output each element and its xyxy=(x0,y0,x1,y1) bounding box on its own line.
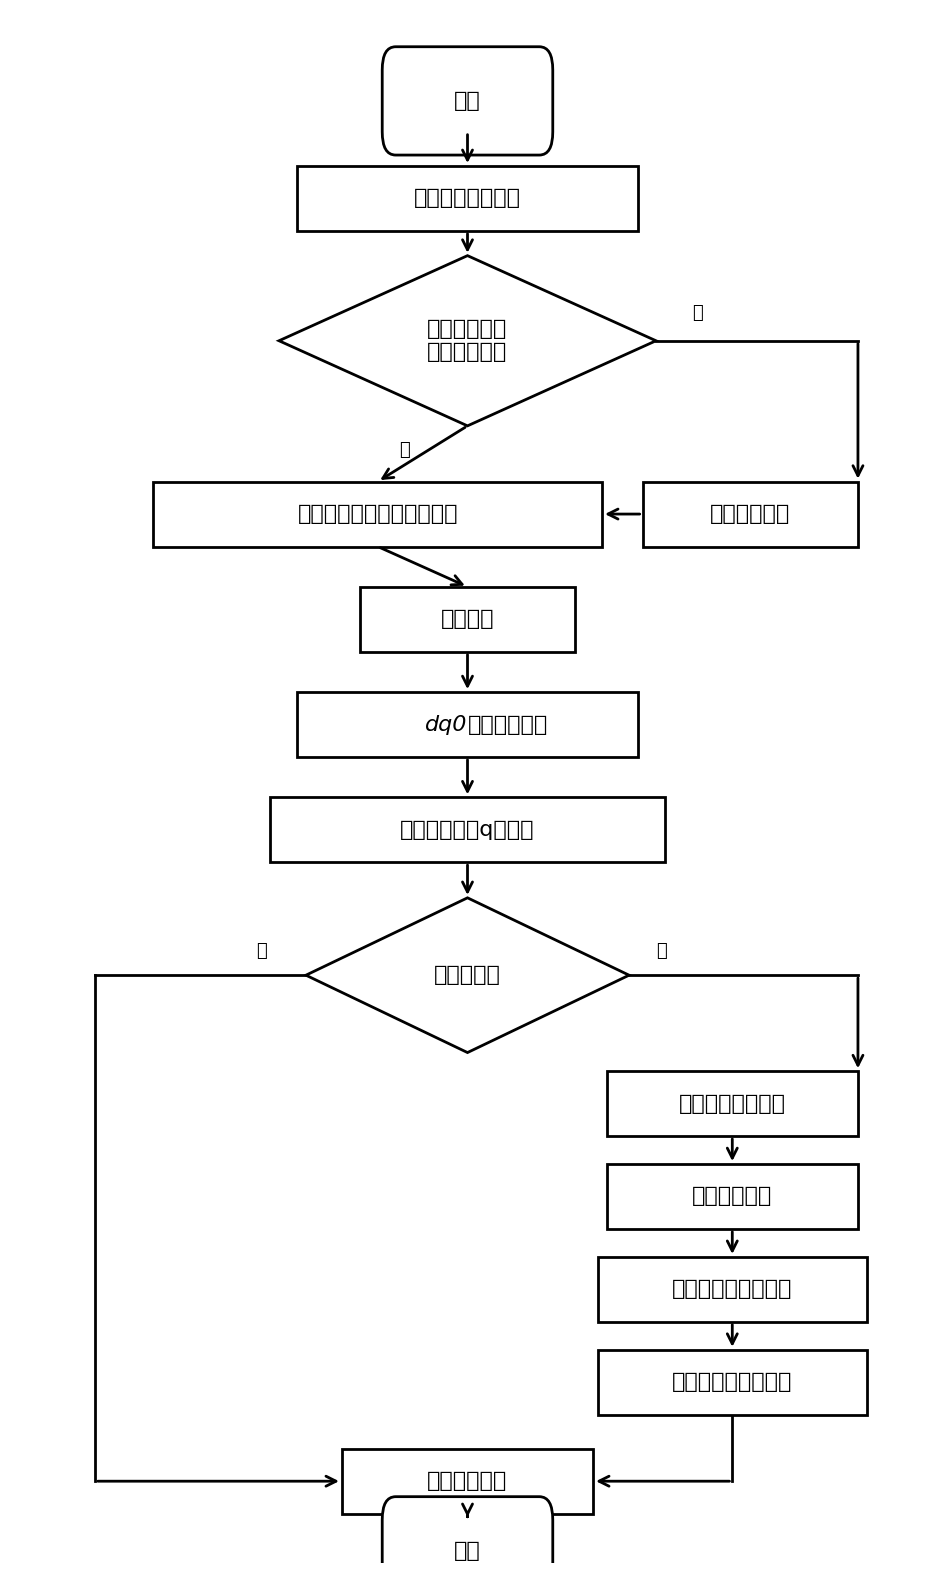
Bar xyxy=(297,692,638,756)
Text: 三相反电动势: 三相反电动势 xyxy=(468,715,548,734)
Bar xyxy=(153,482,602,546)
Bar xyxy=(642,482,858,546)
Text: 否: 否 xyxy=(399,441,410,459)
Text: 零序电流推导: 零序电流推导 xyxy=(692,1186,772,1206)
Text: 单位反电动势
随转速变化？: 单位反电动势 随转速变化？ xyxy=(427,319,508,362)
Text: 力矩公式反推q轴电流: 力矩公式反推q轴电流 xyxy=(400,820,535,840)
Polygon shape xyxy=(306,898,629,1053)
Bar xyxy=(597,1257,867,1322)
FancyBboxPatch shape xyxy=(382,47,553,155)
Bar xyxy=(297,166,638,231)
Text: 开始: 开始 xyxy=(454,92,481,111)
Bar xyxy=(607,1164,858,1228)
Text: 非故障相电流推导: 非故障相电流推导 xyxy=(679,1094,785,1113)
Text: 是: 是 xyxy=(656,941,667,960)
Polygon shape xyxy=(279,256,656,426)
Text: 离线三相反电动势: 离线三相反电动势 xyxy=(414,188,521,208)
Text: 结束: 结束 xyxy=(454,1541,481,1560)
Text: 基于查表的跟踪控制: 基于查表的跟踪控制 xyxy=(672,1372,793,1393)
Bar xyxy=(597,1350,867,1415)
Text: 单周期三相反电动势单位化: 单周期三相反电动势单位化 xyxy=(297,504,458,524)
Text: 是: 是 xyxy=(692,305,702,322)
Text: 零序电流离线查找表: 零序电流离线查找表 xyxy=(672,1279,793,1300)
Bar xyxy=(342,1448,593,1514)
FancyBboxPatch shape xyxy=(382,1497,553,1579)
Text: 断相故障？: 断相故障？ xyxy=(434,965,501,985)
Bar xyxy=(607,1071,858,1137)
Text: 矢量闭环系统: 矢量闭环系统 xyxy=(427,1472,508,1491)
Text: dq0: dq0 xyxy=(425,715,468,734)
Bar xyxy=(270,797,665,862)
Text: 转速区间细分: 转速区间细分 xyxy=(710,504,790,524)
Bar xyxy=(360,587,575,652)
Text: 坐标变换: 坐标变换 xyxy=(440,609,495,630)
Text: 否: 否 xyxy=(255,941,266,960)
